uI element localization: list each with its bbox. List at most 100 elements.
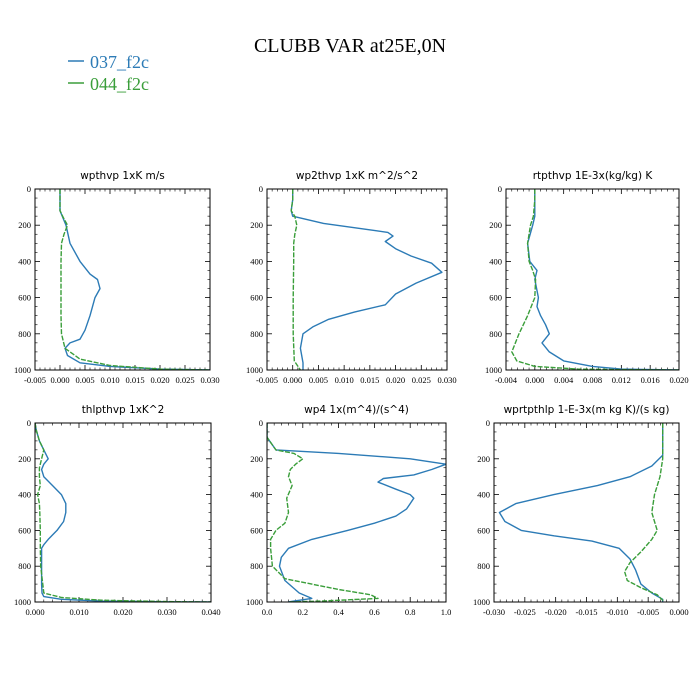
y-tick-label: 600 (18, 525, 31, 535)
series-line-037_f2c (35, 423, 211, 602)
x-tick-label: 0.6 (369, 607, 380, 617)
y-tick-label: 0 (259, 184, 263, 194)
x-tick-label: 0.030 (157, 607, 176, 617)
y-tick-label: 400 (18, 256, 31, 266)
x-tick-label: 0.2 (297, 607, 308, 617)
plot-frame (34, 188, 211, 371)
minor-ticks (494, 423, 679, 602)
x-tick-label: 0.0 (262, 607, 273, 617)
series-group (511, 189, 679, 370)
panel-title: thlpthvp 1xK^2 (82, 404, 165, 416)
y-tick-label: 600 (18, 293, 31, 303)
y-tick-label: 400 (250, 490, 263, 500)
y-tick-label: 1000 (485, 365, 502, 375)
x-tick-label: 0.010 (69, 607, 88, 617)
plot-frame (34, 422, 212, 603)
plot-frame (505, 188, 680, 371)
y-tick-label: 800 (18, 329, 31, 339)
y-tick-label: 600 (250, 293, 263, 303)
series-line-044_f2c (511, 189, 679, 370)
y-tick-label: 200 (250, 220, 263, 230)
figure-title: CLUBB VAR at25E,0N (254, 35, 446, 57)
x-tick-label: 0.000 (50, 375, 69, 385)
y-tick-label: 800 (489, 329, 502, 339)
x-tick-label: -0.004 (495, 375, 518, 385)
x-tick-label: 0.4 (333, 607, 344, 617)
panel-title: wp2thvp 1xK m^2/s^2 (296, 170, 418, 182)
y-tick-label: 400 (250, 256, 263, 266)
y-tick-label: 1000 (246, 365, 263, 375)
x-tick-label: 0.020 (386, 375, 405, 385)
x-tick-label: 0.010 (335, 375, 354, 385)
x-tick-label: 0.8 (405, 607, 416, 617)
legend: 037_f2c 044_f2c (68, 52, 149, 94)
y-tick-label: 400 (18, 490, 31, 500)
series-group (35, 423, 211, 602)
x-tick-label: 0.025 (412, 375, 431, 385)
series-line-044_f2c (35, 423, 211, 602)
legend-label-037: 037_f2c (90, 52, 149, 72)
chart-panel-6: wprtpthlp 1-E-3x(m kg K)/(s kg) -0.030 -0.… (473, 404, 689, 617)
plot-frame (493, 422, 680, 603)
y-tick-label: 0 (27, 418, 31, 428)
series-group (267, 423, 446, 602)
x-tick-label: 0.000 (25, 607, 44, 617)
x-tick-label: 0.030 (200, 375, 219, 385)
series-line-037_f2c (498, 423, 664, 602)
x-tick-label: -0.025 (514, 607, 536, 617)
x-tick-label: 0.000 (525, 375, 544, 385)
legend-label-044: 044_f2c (90, 74, 149, 94)
x-tick-label: -0.010 (606, 607, 628, 617)
y-tick-label: 0 (486, 418, 490, 428)
y-tick-label: 400 (477, 490, 490, 500)
series-line-037_f2c (59, 189, 210, 370)
chart-panel-1: wpthvp 1xK m/s -0.005 0.000 0.005 0.010 0.015… (14, 170, 220, 385)
series-line-044_f2c (623, 423, 664, 602)
y-tick-label: 0 (259, 418, 263, 428)
series-group (290, 189, 443, 370)
y-tick-label: 800 (250, 329, 263, 339)
x-tick-label: 0.020 (113, 607, 132, 617)
panel-title: wprtpthlp 1-E-3x(m kg K)/(s kg) (504, 404, 670, 416)
panel-title: wpthvp 1xK m/s (80, 170, 165, 182)
x-tick-label: 0.012 (612, 375, 631, 385)
y-tick-label: 200 (477, 454, 490, 464)
y-tick-label: 1000 (473, 597, 490, 607)
x-tick-label: 0.000 (283, 375, 302, 385)
x-tick-label: -0.005 (256, 375, 278, 385)
y-tick-label: 800 (250, 561, 263, 571)
minor-ticks (506, 189, 679, 370)
minor-ticks (267, 423, 446, 602)
series-line-037_f2c (526, 189, 679, 370)
x-tick-label: 0.004 (554, 375, 574, 385)
x-tick-label: -0.005 (24, 375, 46, 385)
chart-panel-2: wp2thvp 1xK m^2/s^2 -0.005 0.000 0.005 0.010… (246, 170, 457, 385)
series-line-037_f2c (267, 423, 446, 602)
minor-ticks (35, 423, 211, 602)
chart-panel-4: thlpthvp 1xK^2 0.000 0.010 0.020 0.030 0.040 0… (14, 404, 221, 617)
y-tick-label: 600 (489, 293, 502, 303)
series-line-044_f2c (290, 189, 301, 370)
y-tick-label: 800 (18, 561, 31, 571)
y-tick-label: 800 (477, 561, 490, 571)
series-group (498, 423, 664, 602)
series-group (59, 189, 210, 370)
x-tick-label: 0.020 (150, 375, 169, 385)
series-line-044_f2c (59, 189, 210, 370)
y-tick-label: 200 (250, 454, 263, 464)
x-tick-label: -0.015 (576, 607, 598, 617)
x-tick-label: -0.030 (483, 607, 505, 617)
x-tick-label: 0.030 (437, 375, 456, 385)
y-tick-label: 1000 (14, 365, 31, 375)
y-tick-label: 1000 (246, 597, 263, 607)
series-line-044_f2c (267, 423, 379, 602)
x-tick-label: 0.000 (669, 607, 688, 617)
x-tick-label: 0.020 (669, 375, 688, 385)
y-tick-label: 600 (250, 525, 263, 535)
y-tick-label: 0 (27, 184, 31, 194)
chart-panel-5: wp4 1x(m^4)/(s^4) 0.0 0.2 0.4 0.6 0.8 1.0 0 200 4… (246, 404, 451, 617)
plot-frame (266, 188, 448, 371)
x-tick-label: 1.0 (441, 607, 452, 617)
panel-title: wp4 1x(m^4)/(s^4) (304, 404, 409, 416)
